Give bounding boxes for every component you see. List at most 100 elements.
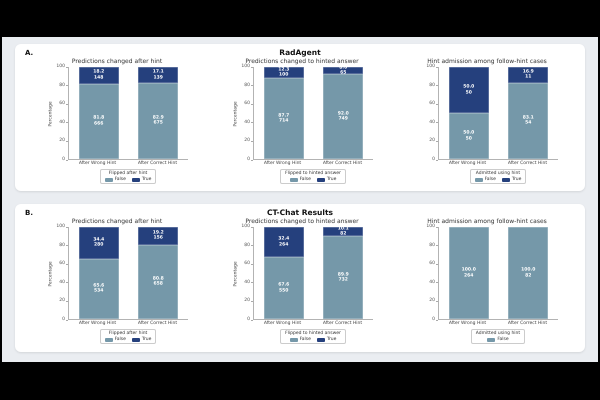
stacked-bar: 16.9 11 83.1 54 xyxy=(508,67,549,159)
legend-item-false: False xyxy=(104,337,126,342)
plot-area: 34.4 280 65.6 534 19.2 156 80.8 658 xyxy=(68,227,188,320)
legend-box: Flipped after hint False True xyxy=(99,329,157,344)
x-tick-label: After Wrong Hint xyxy=(448,321,487,326)
stacked-bar: 100.0 82 xyxy=(508,227,549,319)
plot-area: 32.4 264 67.6 550 10.1 82 89.9 732 xyxy=(253,226,373,320)
y-tick-mark xyxy=(66,245,68,247)
y-tick-label: 100 xyxy=(241,223,250,229)
bar-segment-label: 100.0 82 xyxy=(508,267,548,278)
segment-count: 749 xyxy=(338,116,348,122)
subplot-chart: Predictions changed to hinted answer Perc… xyxy=(212,218,392,344)
y-tick-mark xyxy=(251,85,253,87)
subplot-chart: Predictions changed to hinted answer Perc… xyxy=(212,58,392,184)
segment-count: 82 xyxy=(340,231,347,237)
y-tick-label: 80 xyxy=(59,82,65,88)
bar-segment-true: 18.2 148 xyxy=(78,67,119,84)
y-axis-label-area: Percentage xyxy=(46,227,55,320)
chart-title: Predictions changed to hinted answer xyxy=(245,58,359,65)
legend-item-false: False xyxy=(289,337,311,342)
legend-box: Flipped to hinted answer False True xyxy=(280,169,346,184)
y-tick-label: 60 xyxy=(429,260,435,266)
y-axis: 0 20 40 60 80 100 xyxy=(55,224,68,321)
segment-count: 675 xyxy=(153,120,163,126)
legend-item-label: False xyxy=(484,177,496,182)
legend-items: False True xyxy=(104,177,151,182)
y-tick-label: 40 xyxy=(429,279,435,285)
x-axis-labels: After Wrong Hint After Correct Hint xyxy=(253,161,373,166)
chart-body: 0 20 40 60 80 100 50.0 50 50.0 50 16.9 11 83.1 54 Afte… xyxy=(416,64,558,184)
panel-title-radagent: RadAgent xyxy=(279,48,321,57)
segment-percent: 81.8 xyxy=(93,115,105,121)
x-axis-labels: After Wrong Hint After Correct Hint xyxy=(68,161,188,166)
y-tick-label: 0 xyxy=(62,156,65,162)
y-tick-mark xyxy=(66,159,68,161)
bar-segment-label: 65.6 534 xyxy=(79,283,119,294)
legend-box: Admitted using hint False True xyxy=(469,169,527,184)
y-tick-label: 40 xyxy=(59,279,65,285)
stacked-bar: 10.1 82 89.9 732 xyxy=(323,226,364,319)
segment-percent: 17.1 xyxy=(152,69,164,75)
bar-segment-label: 83.1 54 xyxy=(508,115,548,126)
y-axis: 0 20 40 60 80 100 xyxy=(425,64,438,161)
charts-row-b: Predictions changed after hint Percentage… xyxy=(15,217,585,344)
x-axis-labels: After Wrong Hint After Correct Hint xyxy=(438,161,558,166)
x-tick-label: After Correct Hint xyxy=(137,321,178,326)
stacked-bar: 17.1 139 82.9 675 xyxy=(138,67,179,159)
y-tick-label: 60 xyxy=(429,100,435,106)
y-tick-mark xyxy=(251,66,253,68)
bar-segment-false: 100.0 264 xyxy=(448,227,489,319)
bar-segment-label: 87.7 714 xyxy=(264,113,304,124)
y-tick-mark xyxy=(66,103,68,105)
x-axis-labels: After Wrong Hint After Correct Hint xyxy=(68,321,188,326)
legend-item-label: True xyxy=(326,337,337,342)
legend-item-label: False xyxy=(299,337,311,342)
bar-segment-false: 65.6 534 xyxy=(78,258,119,319)
segment-percent: 50.0 xyxy=(463,130,475,136)
legend-title: Flipped after hint xyxy=(108,171,148,176)
y-tick-mark xyxy=(436,263,438,265)
y-tick-mark xyxy=(436,85,438,87)
y-axis: 0 20 40 60 80 100 xyxy=(55,64,68,162)
y-tick-label: 60 xyxy=(59,100,65,106)
subplot-chart: Predictions changed after hint Percentage… xyxy=(27,218,207,344)
panel-ctchat: B. CT-Chat Results Predictions changed a… xyxy=(15,204,585,352)
legend-item-label: True xyxy=(141,337,152,342)
plot-column: 50.0 50 50.0 50 16.9 11 83.1 54 After Wrong Hint… xyxy=(438,67,558,184)
plot-area: 12.3 100 87.7 714 8.0 65 92.0 749 xyxy=(253,65,373,160)
chart-body: Percentage 0 20 40 60 80 100 18.2 148 81.8 666 17.1… xyxy=(46,64,188,184)
y-axis-label: Percentage xyxy=(48,100,53,127)
y-axis-label: Percentage xyxy=(233,100,238,127)
segment-count: 65 xyxy=(340,70,347,76)
legend-items: False True xyxy=(289,337,337,342)
segment-percent: 16.9 xyxy=(522,69,534,75)
chart-title: Predictions changed after hint xyxy=(71,58,163,65)
legend-item-true: True xyxy=(131,337,152,342)
bar-segment-label: 89.9 732 xyxy=(323,272,363,283)
y-tick-label: 40 xyxy=(429,119,435,125)
figure-canvas: A. RadAgent Predictions changed after hi… xyxy=(2,37,598,362)
y-tick-label: 60 xyxy=(244,100,250,106)
y-tick-label: 0 xyxy=(247,316,250,322)
y-tick-label: 60 xyxy=(59,260,65,266)
y-tick-mark xyxy=(251,245,253,247)
y-tick-label: 40 xyxy=(59,119,65,125)
bar-segment-label: 80.8 658 xyxy=(138,276,178,287)
segment-percent: 34.4 xyxy=(93,237,105,243)
segment-count: 714 xyxy=(279,118,289,124)
y-tick-label: 100 xyxy=(241,63,250,69)
y-tick-mark xyxy=(436,122,438,124)
y-tick-mark xyxy=(436,66,438,68)
y-tick-mark xyxy=(66,319,68,321)
y-tick-mark xyxy=(66,140,68,142)
stacked-bar: 32.4 264 67.6 550 xyxy=(263,227,304,319)
legend-box: Flipped to hinted answer False True xyxy=(280,329,346,344)
legend-swatch-false xyxy=(104,337,113,342)
legend-item-true: True xyxy=(316,177,336,182)
plot-area: 50.0 50 50.0 50 16.9 11 83.1 54 xyxy=(438,67,558,160)
legend-item-false: False xyxy=(104,177,126,182)
bar-segment-true: 50.0 50 xyxy=(448,67,489,113)
bar-segment-false: 82.9 675 xyxy=(138,82,179,159)
stacked-bar: 18.2 148 81.8 666 xyxy=(78,67,119,159)
legend-swatch-false xyxy=(474,177,483,182)
charts-row-a: Predictions changed after hint Percentage… xyxy=(15,57,585,184)
